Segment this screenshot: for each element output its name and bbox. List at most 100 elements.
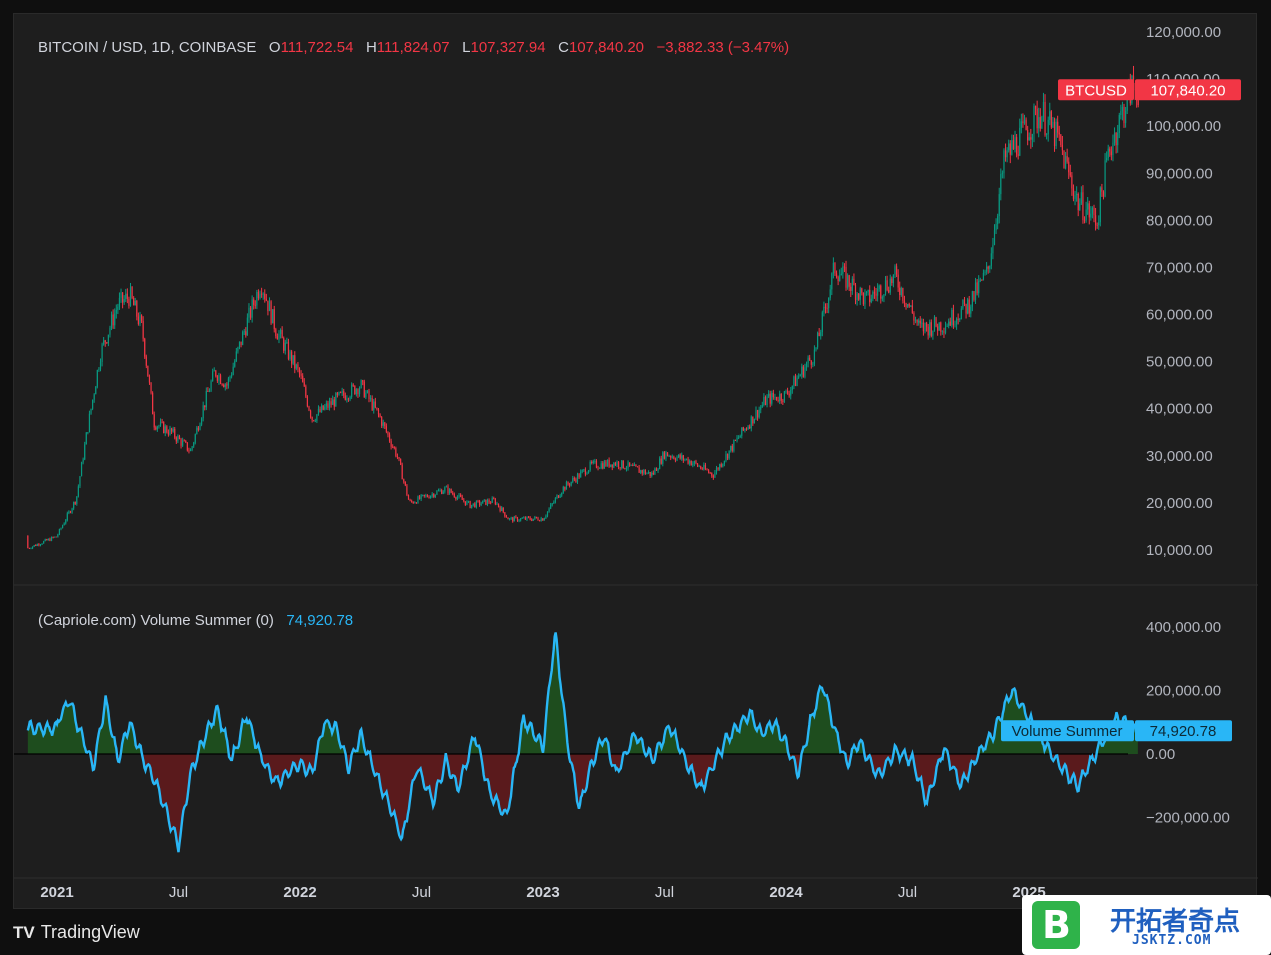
candle-body — [791, 385, 793, 391]
candle-body — [524, 517, 526, 520]
candle-body — [313, 420, 315, 421]
candle-body — [336, 393, 339, 395]
candle-body — [959, 319, 961, 320]
candle-body — [655, 468, 658, 471]
candle-body — [349, 396, 351, 400]
candle-body — [981, 279, 983, 281]
candle-body — [1039, 117, 1041, 129]
chart-canvas[interactable]: 120,000.00110,000.00100,000.0090,000.008… — [14, 14, 1258, 910]
candle-body — [651, 472, 653, 476]
candle-body — [660, 458, 662, 464]
candle-body — [899, 287, 901, 295]
candle-body — [835, 273, 838, 278]
candle-body — [636, 466, 639, 468]
candle-body — [1112, 142, 1114, 156]
candle-body — [297, 364, 299, 369]
candle-body — [690, 460, 692, 466]
candle-body — [995, 224, 997, 231]
candle-body — [622, 460, 624, 469]
candle-body — [804, 367, 806, 377]
candle-body — [865, 291, 868, 294]
candle-body — [112, 314, 114, 326]
candle-body — [501, 507, 503, 511]
candle-body — [728, 450, 730, 459]
candle-body — [930, 322, 932, 336]
candle-body — [985, 266, 988, 272]
candle-body — [298, 368, 301, 374]
open-value: 111,722.54 — [280, 39, 354, 56]
candle-body — [261, 293, 263, 295]
candle-body — [733, 439, 735, 451]
candle-body — [295, 364, 297, 369]
candle-body — [720, 464, 722, 467]
candle-body — [256, 292, 258, 306]
indicator-value-badge — [1135, 720, 1232, 742]
candle-body — [182, 440, 184, 446]
candle-body — [798, 376, 800, 378]
candle-body — [497, 503, 500, 507]
candle-body — [400, 458, 402, 465]
candle-body — [782, 400, 784, 402]
candle-body — [761, 404, 763, 408]
candle-body — [291, 351, 293, 364]
candle-body — [824, 306, 827, 309]
time-axis-tick: 2024 — [769, 884, 803, 901]
indicator-name[interactable]: (Capriole.com) Volume Summer (0) — [38, 612, 274, 629]
candle-body — [1120, 110, 1122, 116]
candle-body — [933, 317, 936, 331]
candle-body — [963, 299, 966, 304]
candle-body — [488, 500, 490, 503]
candle-body — [518, 520, 520, 522]
candle-body — [158, 425, 160, 427]
candle-body — [600, 463, 602, 469]
tradingview-logo[interactable]: TV TradingView — [13, 922, 140, 943]
watermark-logo-icon: B — [1032, 901, 1080, 949]
candle-body — [723, 460, 725, 464]
candle-body — [611, 464, 613, 468]
candle-body — [406, 485, 408, 496]
candle-body — [513, 516, 515, 522]
candle-body — [82, 459, 84, 463]
candle-body — [128, 298, 130, 306]
candle-body — [306, 396, 309, 407]
candle-body — [193, 442, 195, 447]
candle-body — [230, 374, 233, 377]
candle-body — [433, 493, 435, 498]
candle-body — [687, 458, 689, 464]
candle-body — [194, 434, 196, 443]
candle-body — [422, 494, 424, 496]
candle-body — [679, 454, 681, 459]
candle-body — [393, 446, 395, 449]
candle-body — [259, 293, 261, 299]
candle-body — [170, 428, 173, 432]
candle-body — [1017, 154, 1019, 156]
candle-body — [494, 499, 496, 505]
candle-body — [330, 401, 332, 405]
candle-body — [1004, 150, 1007, 158]
candle-body — [809, 357, 811, 361]
candle-body — [832, 262, 834, 274]
candle-body — [602, 463, 604, 469]
candle-body — [439, 490, 441, 491]
candle-body — [245, 331, 247, 336]
candle-body — [504, 512, 506, 517]
candle-body — [944, 326, 947, 333]
candle-body — [316, 414, 318, 421]
candle-body — [376, 407, 378, 410]
candle-body — [1036, 108, 1038, 129]
indicator-value-badge-label: 74,920.78 — [1150, 723, 1217, 740]
candle-body — [820, 332, 822, 337]
candle-body — [219, 375, 222, 384]
candle-body — [886, 280, 888, 290]
symbol-label[interactable]: BITCOIN / USD, 1D, COINBASE — [38, 39, 257, 56]
chart-frame[interactable]: 120,000.00110,000.00100,000.0090,000.008… — [13, 13, 1258, 910]
candle-body — [979, 279, 981, 281]
candle-body — [493, 498, 495, 500]
candle-body — [758, 409, 760, 418]
candle-body — [1066, 156, 1068, 162]
change-value: −3,882.33 (−3.47%) — [656, 39, 790, 56]
candle-body — [578, 474, 580, 478]
candle-body — [957, 318, 959, 320]
indicator-positive-area — [27, 632, 1138, 754]
candle-body — [134, 300, 136, 306]
